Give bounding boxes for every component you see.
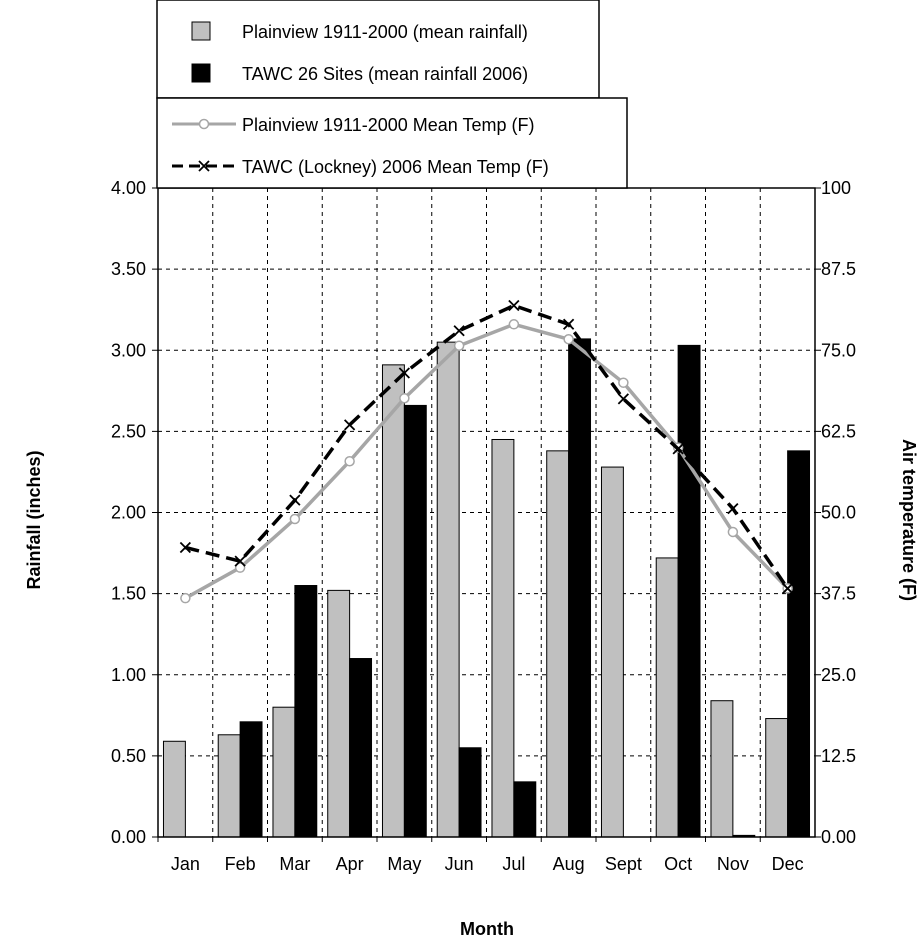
x-tick-label: Sept [605, 854, 642, 874]
legend-label-tawc-temp: TAWC (Lockney) 2006 Mean Temp (F) [242, 157, 549, 177]
y2-tick-label: 62.5 [821, 421, 856, 441]
legend-label-tawc-rain: TAWC 26 Sites (mean rainfall 2006) [242, 64, 528, 84]
marker-plainview-temp-may [399, 393, 410, 404]
bar-tawc-rain-aug [568, 338, 592, 838]
bar-tawc-rain-feb [239, 721, 263, 838]
x-tick-label: Jan [171, 854, 200, 874]
bar-tawc-rain-apr [349, 658, 373, 838]
x-tick-label: Jul [502, 854, 525, 874]
legend-bars-frame [156, 0, 600, 99]
y2-tick-label: 50.0 [821, 503, 856, 523]
x-axis-title: Month [460, 919, 514, 939]
marker-tawc-temp-jul [508, 299, 520, 312]
marker-tawc-temp-apr [343, 419, 356, 431]
y-axis-title: Rainfall (inches) [24, 450, 44, 589]
bar-plainview-rain-may [381, 364, 405, 838]
grid [158, 188, 815, 837]
marker-tawc-temp-nov [727, 502, 739, 515]
x-tick-label: May [387, 854, 421, 874]
legend-label-plainview-temp: Plainview 1911-2000 Mean Temp (F) [242, 115, 534, 135]
bar-tawc-rain-jul [513, 781, 537, 838]
marker-tawc-temp-aug [562, 318, 575, 330]
marker-tawc-temp-feb [234, 555, 246, 567]
y2-tick-label: 0.00 [821, 827, 856, 847]
marker-plainview-temp-apr [344, 455, 355, 467]
legend-swatch-tawc-rain [191, 63, 211, 83]
marker-tawc-temp-oct [672, 443, 684, 455]
y-tick-label: 3.50 [111, 259, 146, 279]
bar-plainview-rain-feb [217, 734, 241, 838]
y-tick-label: 0.00 [111, 827, 146, 847]
bar-plainview-rain-oct [655, 557, 679, 838]
x-tick-label: Jun [445, 854, 474, 874]
marker-plainview-temp-jan [180, 592, 191, 604]
y-tick-label: 1.00 [111, 665, 146, 685]
x-tick-label: Dec [772, 854, 804, 874]
bar-plainview-rain-mar [272, 706, 296, 838]
y-tick-label: 0.50 [111, 746, 146, 766]
y2-tick-label: 75.0 [821, 340, 856, 360]
bar-tawc-rain-jun [458, 747, 482, 838]
marker-tawc-temp-jun [453, 325, 465, 337]
y2-tick-label: 87.5 [821, 259, 856, 279]
marker-plainview-temp-jul [508, 319, 520, 330]
legend-label-plainview-rain: Plainview 1911-2000 (mean rainfall) [242, 22, 528, 42]
y2-tick-label: 12.5 [821, 746, 856, 766]
legend-lines: Plainview 1911-2000 Mean Temp (F) TAWC (… [156, 97, 628, 189]
bar-plainview-rain-aug [546, 450, 570, 838]
marker-plainview-temp-aug [563, 333, 574, 345]
marker-tawc-temp-dec [781, 582, 794, 595]
legend-bars: Plainview 1911-2000 (mean rainfall) TAWC… [156, 0, 600, 99]
bar-tawc-rain-dec [787, 450, 811, 838]
bar-plainview-rain-sept [600, 466, 624, 838]
x-tick-label: Apr [336, 854, 364, 874]
y2-tick-label: 100 [821, 178, 851, 198]
marker-plainview-temp-sept [618, 377, 629, 388]
marker-plainview-temp-feb [234, 562, 246, 573]
marker-plainview-temp-nov [727, 526, 739, 538]
y2-tick-label: 37.5 [821, 584, 856, 604]
bar-plainview-rain-apr [327, 589, 351, 838]
y-tick-label: 2.00 [111, 503, 146, 523]
bar-plainview-rain-nov [710, 700, 734, 838]
x-tick-label: Feb [225, 854, 256, 874]
y2-tick-label: 25.0 [821, 665, 856, 685]
lines [179, 299, 794, 604]
bar-plainview-rain-jan [162, 740, 186, 838]
bar-tawc-rain-mar [294, 585, 318, 838]
legend-marker-tawc-temp [198, 160, 210, 172]
bar-plainview-rain-jul [491, 438, 515, 838]
marker-plainview-temp-mar [289, 513, 301, 525]
y-tick-label: 3.00 [111, 340, 146, 360]
x-tick-label: Aug [553, 854, 585, 874]
y-tick-label: 4.00 [111, 178, 146, 198]
marker-tawc-temp-jan [179, 541, 192, 554]
marker-tawc-temp-mar [289, 494, 301, 506]
marker-plainview-temp-jun [453, 340, 465, 351]
bar-tawc-rain-oct [677, 344, 701, 838]
bars [162, 338, 811, 838]
bar-plainview-rain-dec [765, 718, 789, 838]
y2-axis-title: Air temperature (F) [899, 439, 919, 601]
x-tick-label: Mar [279, 854, 310, 874]
legend-swatch-plainview-rain [191, 21, 211, 41]
line-plainview-temp [184, 322, 789, 600]
x-tick-label: Nov [717, 854, 749, 874]
legend-lines-frame [156, 97, 628, 189]
marker-tawc-temp-sept [617, 393, 630, 405]
line-tawc-temp [184, 303, 790, 590]
y-tick-label: 2.50 [111, 421, 146, 441]
x-tick-label: Oct [664, 854, 692, 874]
bar-tawc-rain-may [403, 404, 427, 838]
bar-plainview-rain-jun [436, 341, 460, 838]
y-tick-label: 1.50 [111, 584, 146, 604]
marker-tawc-temp-may [398, 367, 411, 379]
legend-marker-plainview-temp [198, 118, 210, 130]
axes: 0.00 0.50 1.00 1.50 2.00 2.50 3.00 3.50 4.00 0.00… [111, 178, 856, 874]
